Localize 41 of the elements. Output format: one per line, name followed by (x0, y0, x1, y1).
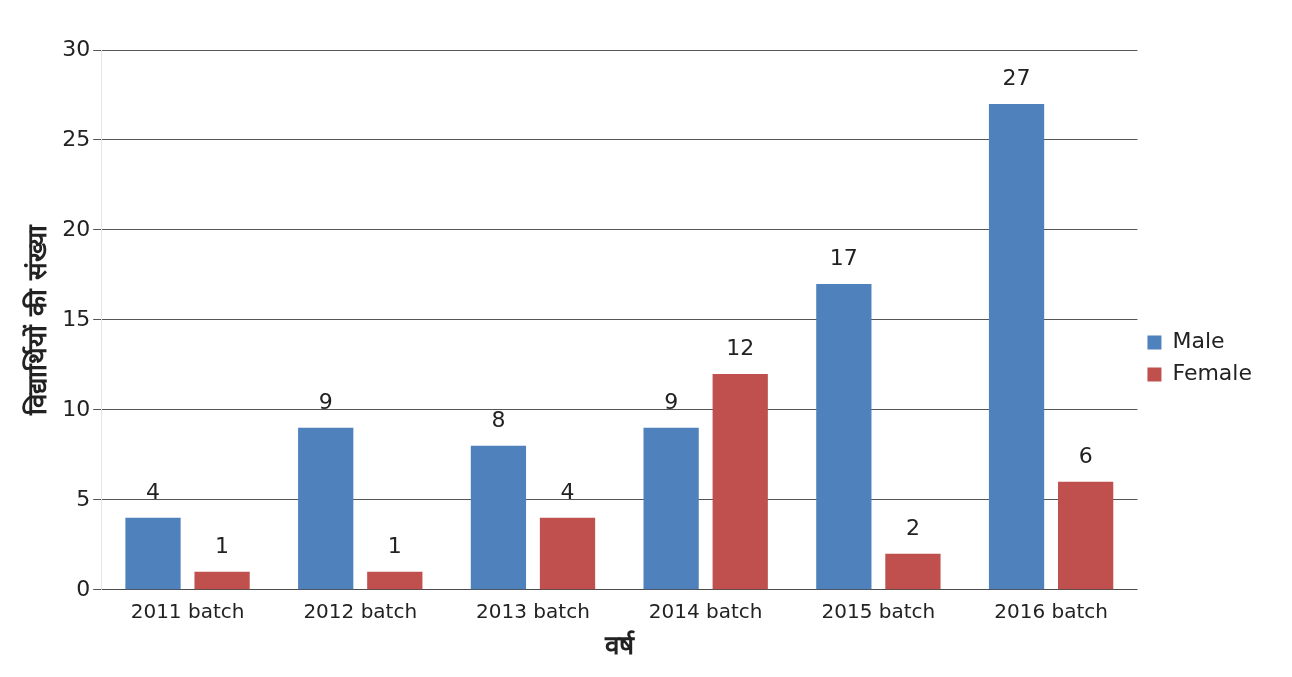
y-tick-label: 10 (62, 395, 91, 421)
data-label: 9 (664, 388, 679, 414)
bar (367, 571, 423, 590)
x-axis-title: वर्ष (603, 630, 635, 661)
y-tick-label: 30 (62, 35, 91, 61)
bar (125, 517, 181, 590)
legend-label: Male (1172, 328, 1225, 354)
bar (470, 445, 527, 590)
data-label: 17 (829, 244, 858, 270)
y-tick-label: 0 (76, 575, 91, 601)
bar (988, 103, 1045, 590)
data-label: 9 (318, 388, 333, 414)
data-label: 4 (146, 478, 161, 504)
x-tick-label: 2012 batch (303, 599, 418, 623)
x-tick-label: 2014 batch (648, 599, 763, 623)
data-label: 2 (905, 514, 920, 540)
x-tick-label: 2016 batch (994, 599, 1108, 623)
x-tick-label: 2013 batch (476, 599, 590, 623)
data-label: 8 (491, 406, 506, 432)
data-label: 1 (387, 532, 402, 558)
bar (539, 517, 596, 590)
data-label: 1 (215, 532, 230, 558)
bar (712, 373, 768, 590)
y-tick-label: 20 (62, 215, 91, 241)
data-label: 6 (1078, 442, 1093, 468)
bar (298, 427, 354, 590)
y-axis-title: विद्यार्थियों की संख्या (22, 223, 53, 416)
x-tick-label: 2011 batch (130, 599, 245, 623)
bar (816, 283, 872, 590)
data-label: 4 (560, 478, 575, 504)
bar (194, 571, 250, 590)
data-label: 27 (1002, 64, 1031, 90)
bar (885, 553, 941, 590)
data-label: 12 (726, 334, 755, 360)
y-tick-label: 5 (76, 485, 91, 511)
x-tick-label: 2015 batch (821, 599, 936, 623)
legend-label: Female (1172, 360, 1252, 386)
bar (643, 427, 699, 590)
y-tick-label: 25 (62, 125, 91, 151)
bar (1058, 481, 1114, 590)
y-tick-label: 15 (62, 305, 91, 331)
